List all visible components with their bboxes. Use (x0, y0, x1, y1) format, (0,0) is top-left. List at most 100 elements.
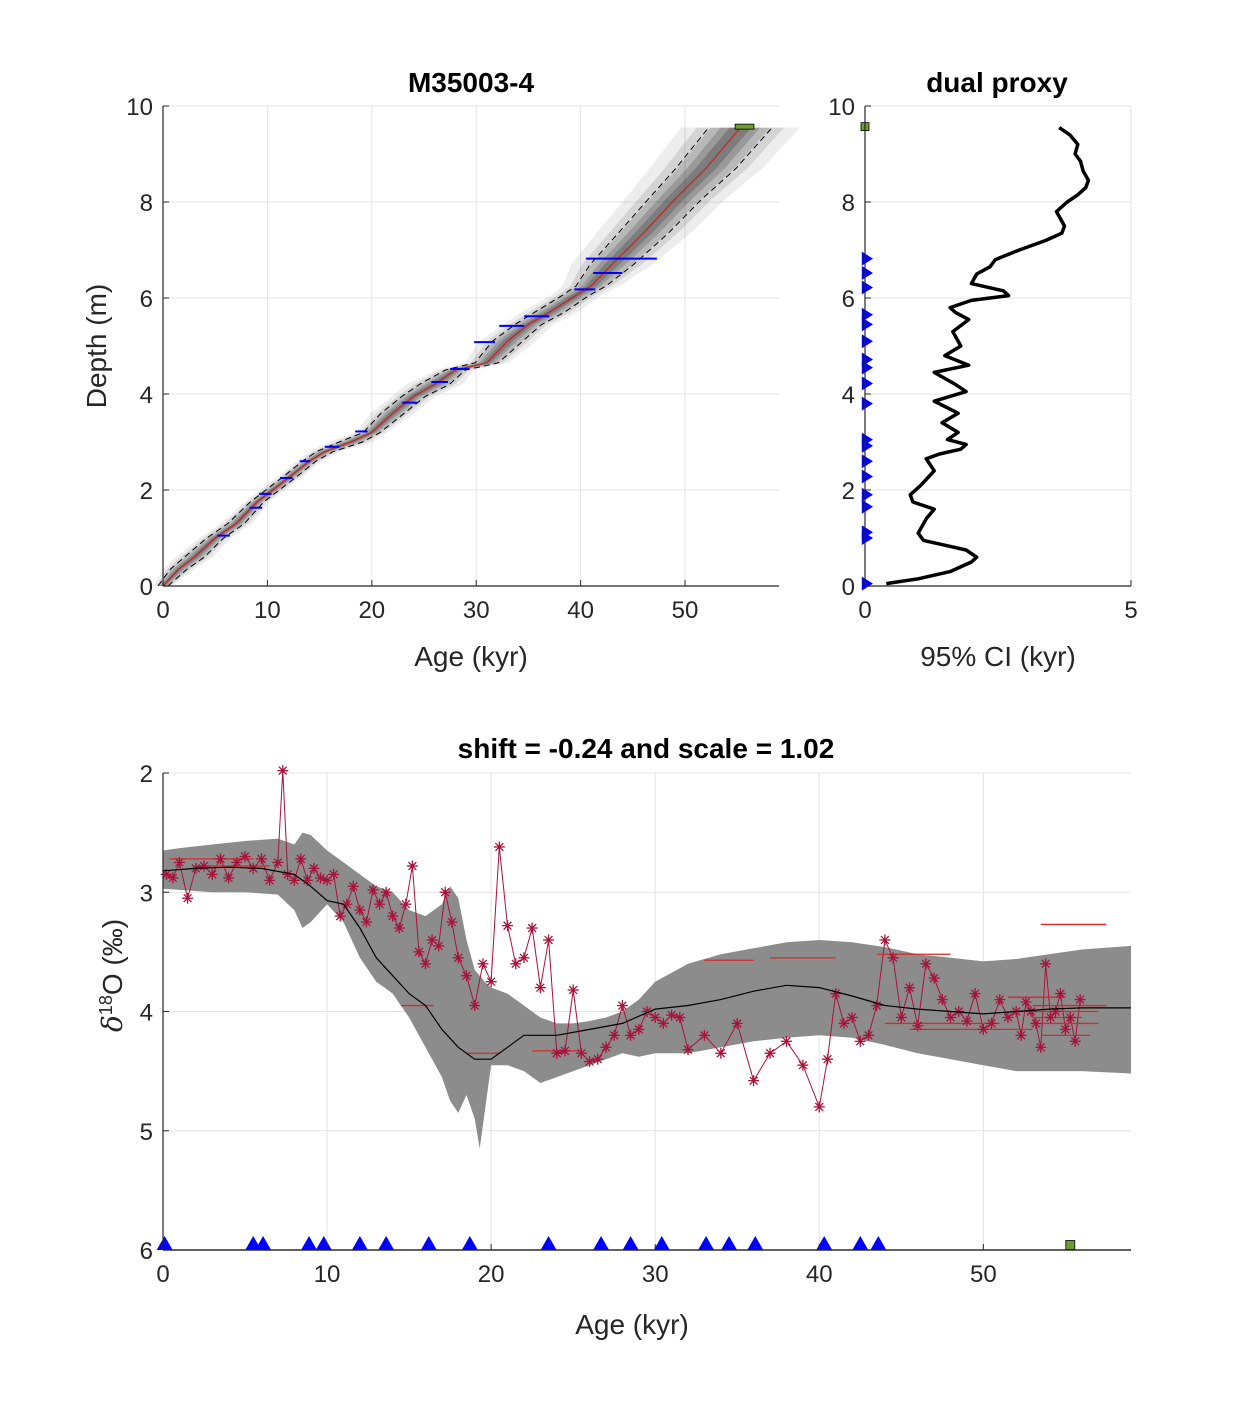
asterisk-stroke (847, 1013, 857, 1022)
asterisk-stroke (749, 1076, 758, 1086)
asterisk-stroke (447, 917, 457, 927)
asterisk-stroke (905, 983, 914, 992)
proxy-asterisk-point (748, 1075, 760, 1087)
date-age-triangle (420, 1236, 437, 1250)
proxy-asterisk-point (945, 1011, 957, 1023)
asterisk-stroke (453, 953, 463, 963)
proxy-asterisk-point (1040, 958, 1052, 970)
asterisk-stroke (289, 875, 299, 885)
asterisk-stroke (823, 1054, 832, 1064)
asterisk-stroke (667, 1010, 676, 1020)
proxy-asterisk-point (231, 856, 243, 868)
proxy-asterisk-point (633, 1023, 645, 1035)
ci-x-axis-label: 95% CI (kyr) (920, 641, 1076, 672)
asterisk-stroke (765, 1048, 775, 1058)
proxy-asterisk-point (780, 1035, 792, 1047)
date-age-triangle (747, 1236, 764, 1250)
proxy-asterisk-point (821, 1053, 833, 1065)
proxy-asterisk-point (698, 1029, 710, 1041)
date-age-triangle (378, 1236, 395, 1250)
asterisk-stroke (519, 953, 529, 963)
asterisk-stroke (216, 854, 225, 864)
proxy-asterisk-point (510, 958, 522, 970)
asterisk-stroke (1036, 1042, 1046, 1052)
ci-x-tick-label: 5 (1124, 597, 1137, 624)
proxy-asterisk-point (167, 872, 179, 884)
asterisk-stroke (303, 875, 312, 885)
proxy-asterisk-point (994, 994, 1006, 1006)
proxy-asterisk-point (977, 1023, 989, 1035)
asterisk-stroke (782, 1036, 791, 1046)
asterisk-stroke (855, 1036, 865, 1046)
asterisk-stroke (544, 935, 553, 945)
asterisk-stroke (335, 911, 345, 921)
asterisk-stroke (864, 1031, 873, 1040)
asterisk-stroke (732, 1019, 742, 1028)
asterisk-stroke (224, 873, 233, 883)
proxy-asterisk-point (567, 984, 579, 996)
proxy-asterisk-point (764, 1047, 776, 1059)
ci-upper-dashed-line (167, 127, 773, 587)
ci-panel: 0 5 0 2 4 6 8 10 95% CI (kyr) (828, 94, 1137, 672)
asterisk-stroke (240, 852, 250, 861)
asterisk-stroke (896, 1013, 906, 1022)
proxy-panel-title: shift = -0.24 and scale = 1.02 (458, 733, 835, 764)
date-age-triangle (721, 1236, 738, 1250)
asterisk-stroke (937, 995, 947, 1004)
proxy-asterisk-point (334, 910, 346, 922)
asterisk-stroke (970, 989, 980, 998)
asterisk-stroke (683, 1045, 693, 1055)
proxy-asterisk-point (936, 994, 948, 1006)
proxy-asterisk-point (904, 982, 916, 994)
asterisk-stroke (427, 935, 437, 945)
proxy-asterisk-point (452, 952, 464, 964)
date-age-triangle (540, 1236, 557, 1250)
proxy-asterisk-point (608, 1029, 620, 1041)
proxy-asterisk-point (1069, 1035, 1081, 1047)
asterisk-stroke (257, 854, 266, 864)
asterisk-stroke (962, 1016, 972, 1026)
proxy-asterisk-point (1074, 994, 1086, 1006)
asterisk-stroke (434, 941, 443, 951)
age-probability-cloud (161, 127, 752, 586)
proxy-asterisk-point (912, 1020, 924, 1032)
proxy-asterisk-point (600, 1041, 612, 1053)
asterisk-stroke (527, 923, 537, 933)
ci-y-tick-label: 6 (842, 286, 855, 313)
proxy-y-tick-label: 4 (140, 1000, 153, 1027)
proxy-asterisk-point (526, 922, 538, 934)
asterisk-stroke (342, 899, 352, 909)
ci-y-tick-label: 4 (842, 382, 855, 409)
asterisk-stroke (348, 881, 358, 891)
ci-panel-title: dual proxy (926, 67, 1068, 98)
proxy-asterisk-point (367, 884, 379, 896)
asterisk-stroke (161, 870, 171, 879)
asterisk-stroke (1021, 997, 1031, 1007)
asterisk-stroke (462, 971, 471, 981)
proxy-asterisk-point (1002, 1011, 1014, 1023)
date-age-triangle (870, 1236, 887, 1250)
asterisk-stroke (168, 873, 178, 883)
date-age-triangle (852, 1236, 869, 1250)
asterisk-stroke (577, 1048, 586, 1058)
proxy-asterisk-point (559, 1045, 571, 1057)
asterisk-stroke (265, 875, 274, 885)
proxy-asterisk-point (1054, 988, 1066, 1000)
proxy-asterisk-point (328, 868, 340, 880)
asterisk-stroke (421, 959, 430, 969)
proxy-asterisk-point (879, 934, 891, 946)
age-depth-x-tick-label: 50 (672, 597, 699, 624)
proxy-asterisk-point (813, 1101, 825, 1113)
proxy-asterisk-point (920, 958, 932, 970)
asterisk-stroke (995, 995, 1005, 1004)
proxy-asterisk-point (715, 1047, 727, 1059)
proxy-asterisk-point (592, 1053, 604, 1065)
asterisk-stroke (1075, 995, 1085, 1004)
asterisk-stroke (175, 858, 184, 867)
asterisk-stroke (814, 1102, 824, 1112)
date-age-triangle (622, 1236, 639, 1250)
asterisk-stroke (536, 983, 545, 992)
proxy-y-tick-label: 3 (140, 880, 153, 907)
proxy-asterisk-point (182, 892, 194, 904)
asterisk-stroke (593, 1054, 603, 1064)
